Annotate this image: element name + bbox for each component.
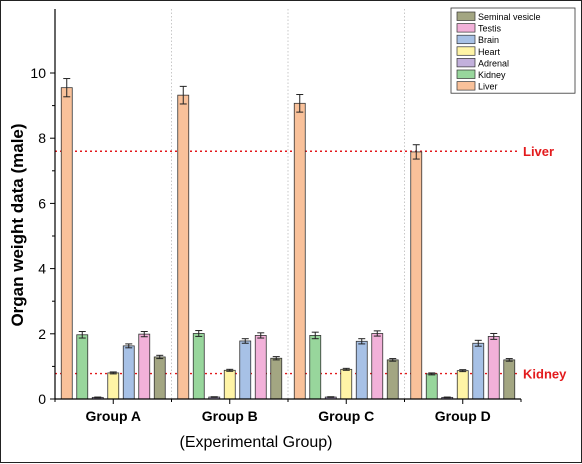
legend-swatch [456, 81, 476, 91]
bar-liver [60, 87, 73, 400]
legend-swatch [456, 11, 476, 21]
group-separators [171, 9, 405, 399]
bar-liver [410, 151, 423, 400]
bar-brain [239, 340, 252, 400]
legend-swatch [456, 58, 476, 68]
legend-label: Testis [478, 24, 502, 34]
x-category-label: Group C [318, 408, 374, 424]
x-category-label: Group A [86, 408, 141, 424]
y-ticks: 0 2 4 6 8 10 [30, 65, 55, 407]
bar-kidney [76, 334, 89, 400]
x-category-label: Group B [202, 408, 258, 424]
bar-kidney [425, 373, 438, 400]
y-tick-label: 8 [38, 130, 46, 146]
legend-label: Brain [478, 35, 499, 45]
y-tick-label: 2 [38, 326, 46, 342]
bar-kidney [309, 335, 322, 400]
bar-brain [472, 342, 485, 400]
bar-kidney [192, 333, 205, 400]
bars [60, 78, 516, 400]
legend-label: Seminal vesicle [478, 12, 541, 22]
x-category-label: Group D [435, 408, 491, 424]
bar-testis [487, 336, 500, 400]
bar-seminal-vesicle [270, 357, 283, 400]
x-category-labels: Group A Group B Group C Group D [86, 408, 491, 424]
y-tick-label: 10 [30, 65, 46, 81]
bar-seminal-vesicle [153, 356, 166, 400]
reference-label-kidney: Kidney [523, 367, 567, 382]
bar-liver [177, 94, 190, 400]
legend-swatch [456, 23, 476, 33]
bar-seminal-vesicle [503, 359, 516, 400]
legend-label: Heart [478, 47, 501, 57]
y-tick-label: 6 [38, 195, 46, 211]
bar-brain [355, 340, 368, 400]
bar-seminal-vesicle [386, 359, 399, 400]
legend-swatch [456, 34, 476, 45]
legend-label: Liver [478, 82, 498, 92]
bar-liver [293, 102, 306, 400]
reference-lines: Liver Kidney [55, 144, 567, 382]
bar-heart [340, 368, 353, 400]
reference-label-liver: Liver [523, 144, 554, 159]
y-axis-title: Organ weight data (male) [8, 123, 27, 326]
y-tick-label: 0 [38, 391, 46, 407]
bar-testis [371, 333, 384, 400]
bar-heart [456, 370, 469, 400]
bar-heart [223, 369, 236, 400]
bar-testis [254, 335, 267, 400]
bar-brain [122, 345, 135, 400]
bar-heart [107, 372, 120, 400]
legend-label: Kidney [478, 70, 506, 80]
legend-label: Adrenal [478, 58, 509, 68]
legend-swatch [456, 69, 476, 79]
y-tick-label: 4 [38, 261, 46, 277]
bar-testis [138, 333, 151, 400]
legend-swatch [456, 46, 476, 56]
x-axis-title: (Experimental Group) [180, 434, 333, 451]
